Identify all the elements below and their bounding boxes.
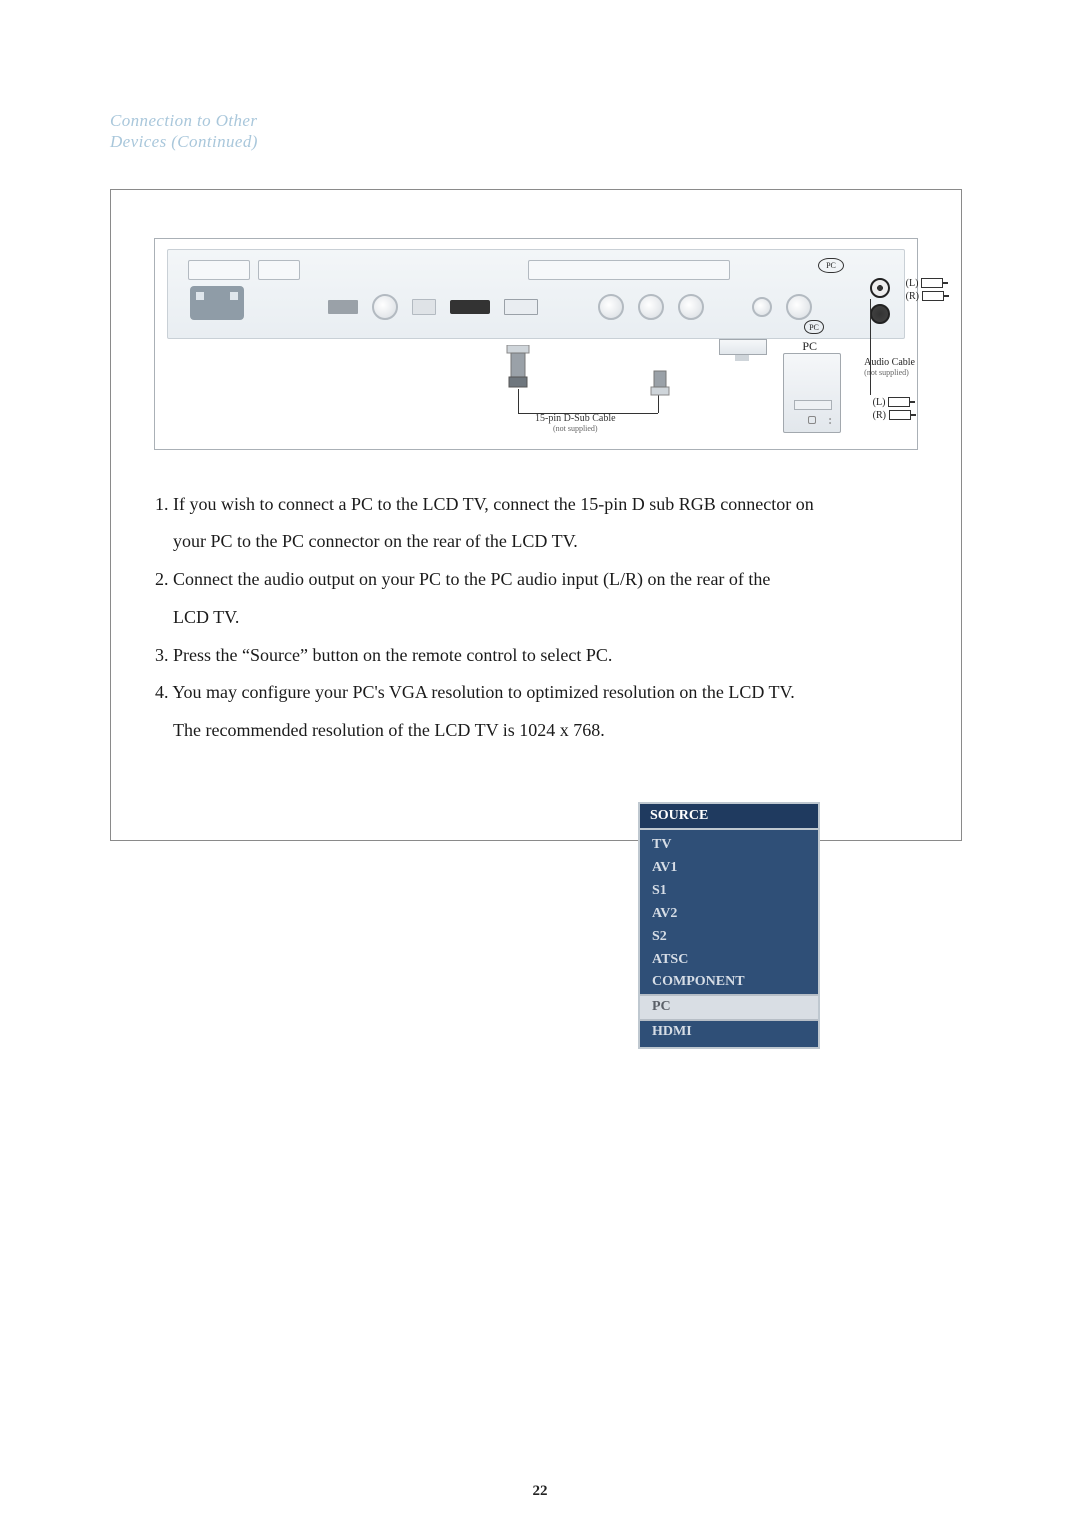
step-2b: LCD TV.: [155, 599, 917, 637]
port-slot: [528, 260, 730, 280]
jack-l-label: (L): [906, 278, 919, 289]
port-slot: [188, 260, 250, 280]
instructions: 1. If you wish to connect a PC to the LC…: [151, 486, 921, 751]
vga-connector-icon: [649, 369, 671, 397]
port-circle: [786, 294, 812, 320]
port-circle: [598, 294, 624, 320]
step-4b: The recommended resolution of the LCD TV…: [155, 712, 917, 750]
port-row-left: [328, 294, 538, 320]
dsub-label-sub: (not supplied): [535, 424, 616, 433]
header: Connection to Other Devices (Continued): [110, 110, 970, 153]
port-circle: [638, 294, 664, 320]
audio-in-ports: [870, 278, 890, 324]
audio-jacks-top: (L) (R): [906, 278, 944, 302]
port-circle: [870, 304, 890, 324]
port-rect: [412, 299, 436, 315]
step-1a: 1. If you wish to connect a PC to the LC…: [155, 486, 917, 524]
pc-title-label: PC: [802, 339, 817, 354]
audio-cable-text: Audio Cable: [864, 357, 915, 368]
port-rect: [328, 300, 358, 314]
step-1b: your PC to the PC connector on the rear …: [155, 523, 917, 561]
audio-cable-sub: (not supplied): [864, 368, 915, 377]
jack-l-label: (L): [873, 397, 886, 408]
source-menu: SOURCE TV AV1 S1 AV2 S2 ATSC COMPONENT P…: [638, 802, 820, 1049]
source-item-av2[interactable]: AV2: [640, 903, 818, 926]
source-item-s2[interactable]: S2: [640, 926, 818, 949]
dsub-cable-label: 15-pin D-Sub Cable (not supplied): [535, 413, 616, 433]
source-item-pc[interactable]: PC: [640, 994, 818, 1021]
pc-tower-icon: ∘∘: [783, 353, 841, 433]
jack-plug-icon: [922, 291, 944, 301]
hdmi-port: [450, 300, 490, 314]
vga-port: [504, 299, 538, 315]
source-item-component[interactable]: COMPONENT: [640, 971, 818, 994]
jack-plug-icon: [889, 410, 911, 420]
port-circle: [870, 278, 890, 298]
mini-screen-icon: [190, 286, 244, 320]
vga-connector-icon: [503, 345, 533, 389]
port-circle: [372, 294, 398, 320]
source-item-hdmi[interactable]: HDMI: [640, 1021, 818, 1047]
connection-diagram: PC PC (L) (R): [154, 238, 918, 450]
page-number: 22: [0, 1483, 1080, 1500]
header-line-2: Devices (Continued): [110, 131, 970, 152]
pc-oval-top: PC: [818, 258, 844, 273]
step-2a: 2. Connect the audio output on your PC t…: [155, 561, 917, 599]
jack-plug-icon: [921, 278, 943, 288]
pc-monitor-icon: [719, 339, 765, 361]
audio-cable-label: Audio Cable (not supplied): [864, 357, 915, 377]
pc-oval-bottom: PC: [804, 320, 824, 334]
dsub-label-text: 15-pin D-Sub Cable: [535, 413, 616, 424]
source-item-av1[interactable]: AV1: [640, 857, 818, 880]
jack-r-label: (R): [873, 410, 886, 421]
port-slot: [258, 260, 300, 280]
tv-back-panel: PC PC (L) (R): [167, 249, 905, 339]
source-item-tv[interactable]: TV: [640, 834, 818, 857]
source-menu-body: TV AV1 S1 AV2 S2 ATSC COMPONENT PC HDMI: [640, 830, 818, 1047]
source-menu-title: SOURCE: [640, 804, 818, 830]
port-circle: [752, 297, 772, 317]
port-row-right: [598, 294, 812, 320]
source-item-atsc[interactable]: ATSC: [640, 949, 818, 972]
step-4a: 4. You may configure your PC's VGA resol…: [155, 674, 917, 712]
port-circle: [678, 294, 704, 320]
audio-jacks-bottom: (L) (R): [873, 397, 911, 421]
jack-r-label: (R): [906, 291, 919, 302]
jack-plug-icon: [888, 397, 910, 407]
content-frame: PC PC (L) (R): [110, 189, 962, 842]
source-item-s1[interactable]: S1: [640, 880, 818, 903]
step-3: 3. Press the “Source” button on the remo…: [155, 637, 917, 675]
header-line-1: Connection to Other: [110, 110, 970, 131]
